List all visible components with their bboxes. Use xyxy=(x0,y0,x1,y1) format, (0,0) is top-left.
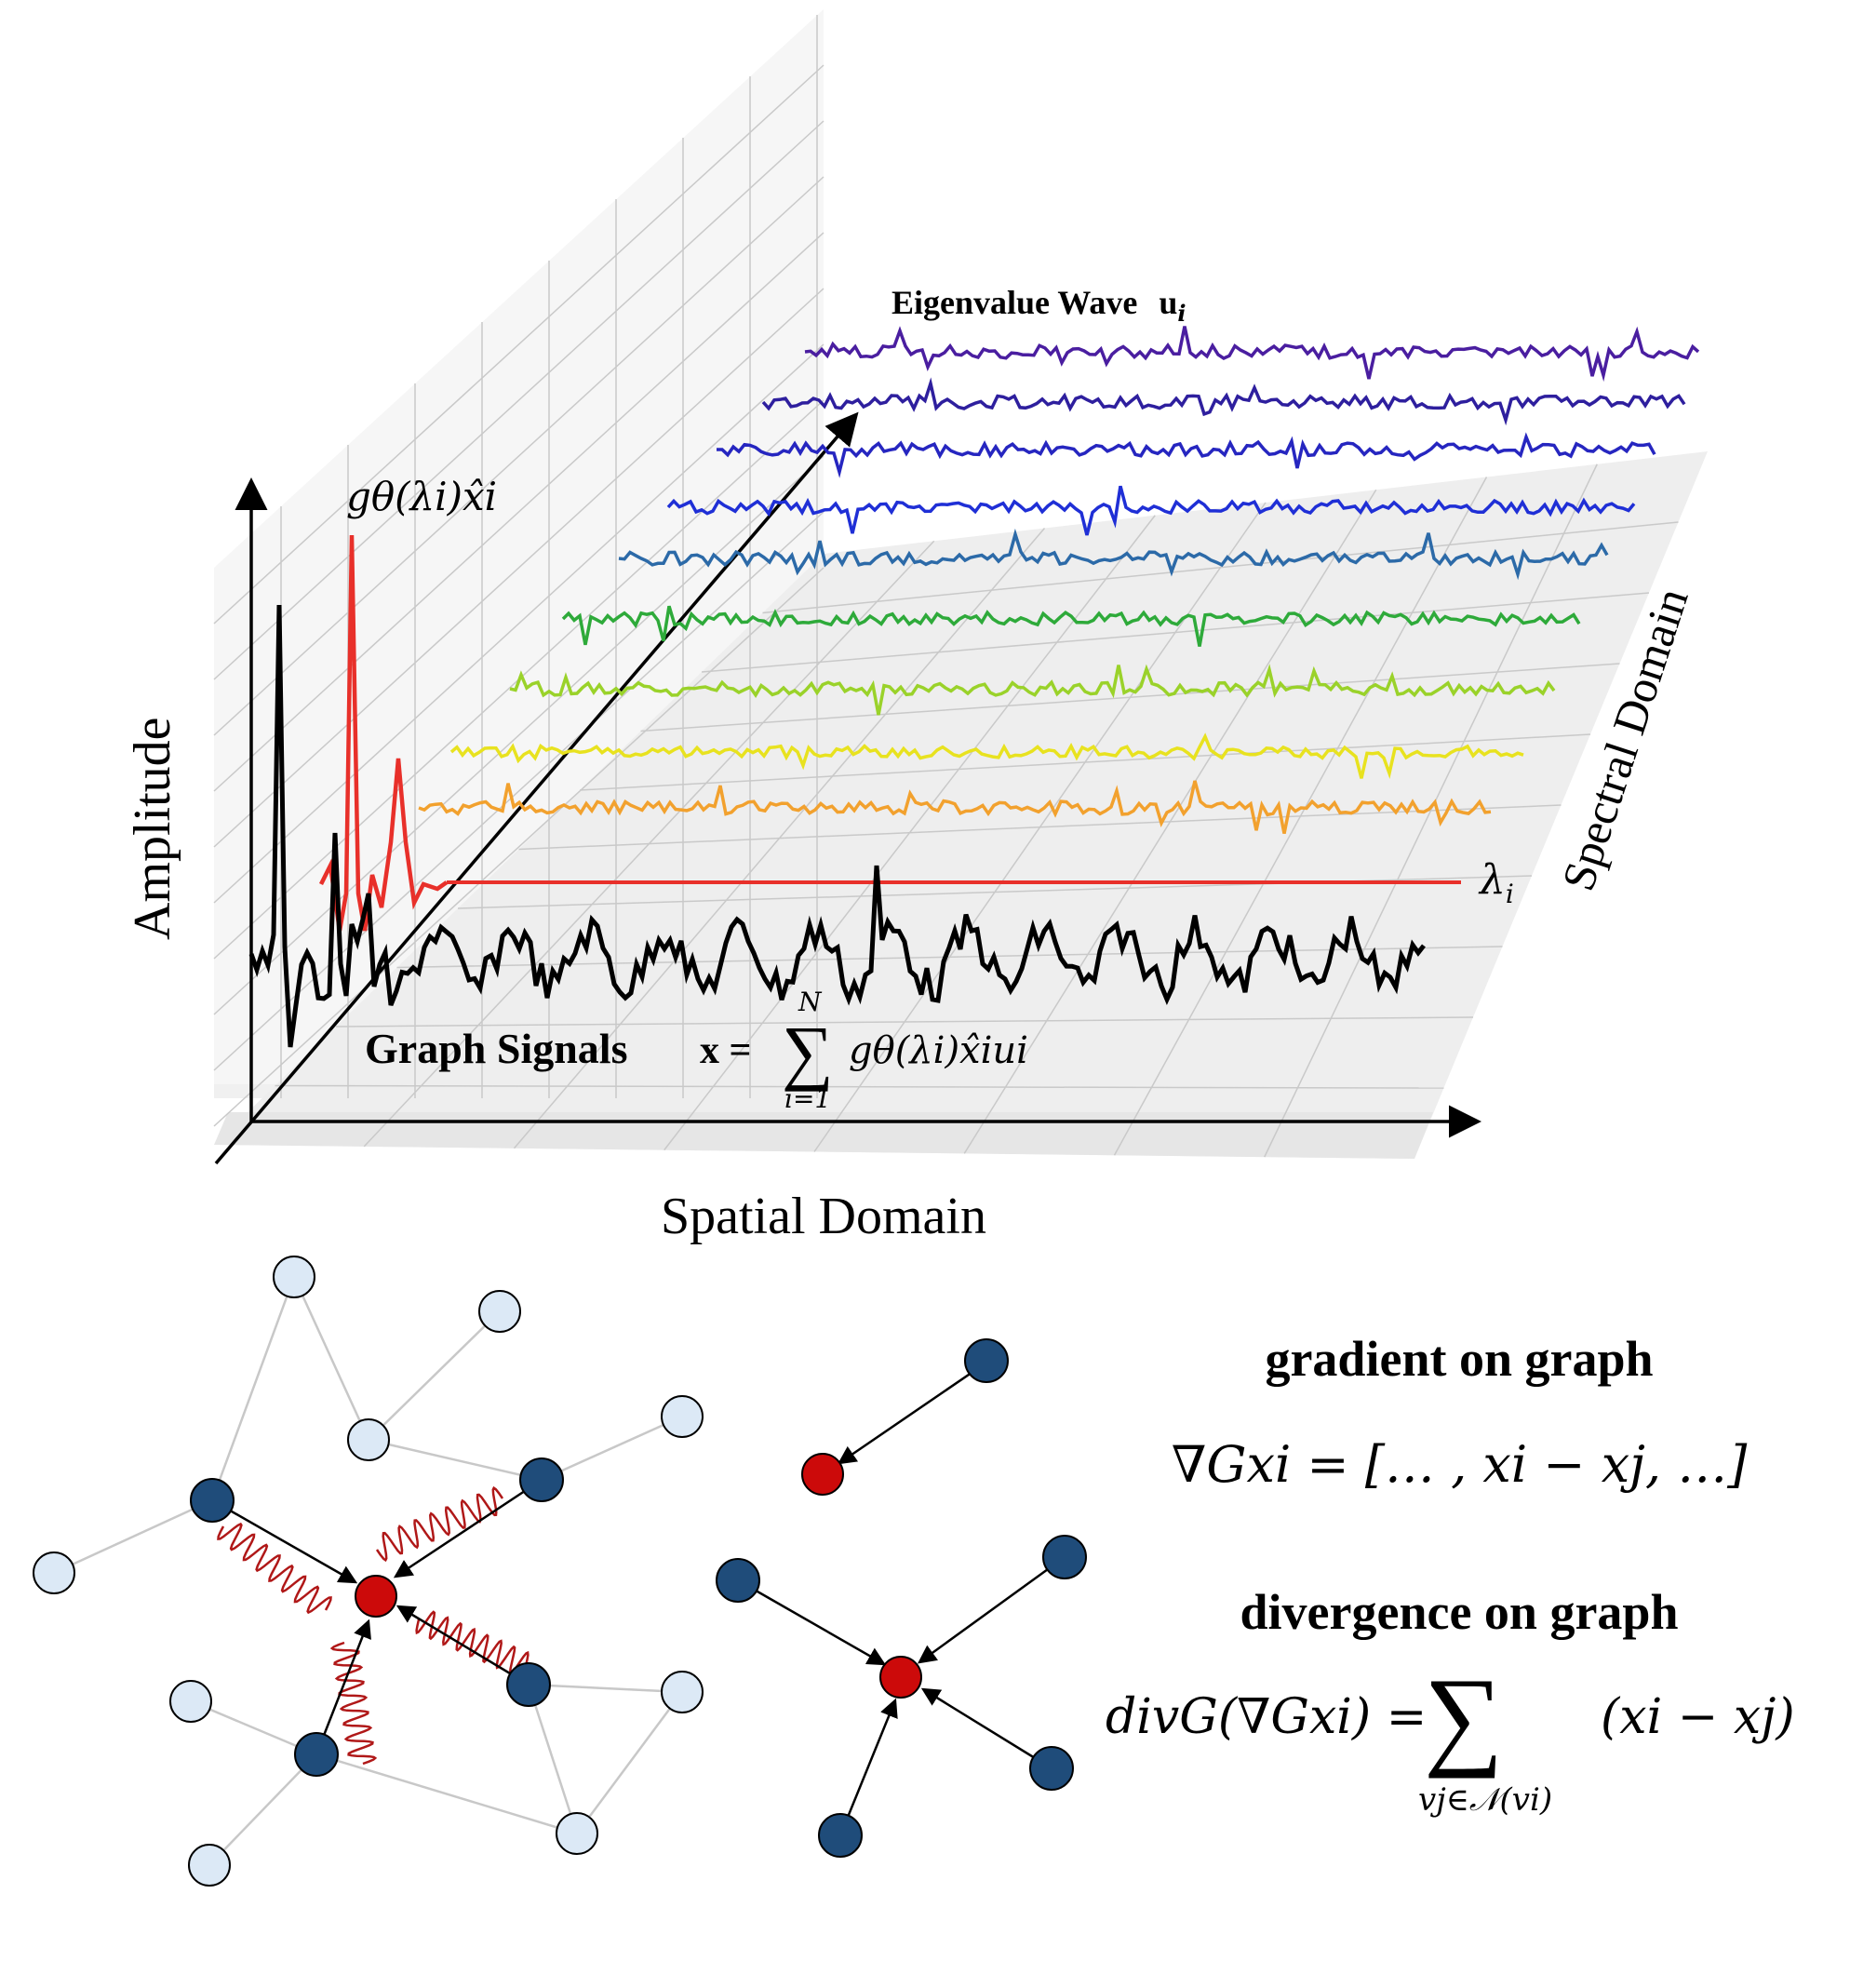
lambda-subscript: i xyxy=(1506,879,1514,909)
node-dark xyxy=(716,1558,760,1603)
eigenvalue-wave-label: Eigenvalue Wave ui xyxy=(891,284,1186,327)
node-light xyxy=(188,1844,231,1887)
grid-line xyxy=(213,64,824,625)
eigenvalue-wave-line xyxy=(561,605,1581,647)
node-dark xyxy=(1029,1746,1074,1791)
grid-line xyxy=(213,120,824,680)
node-light xyxy=(478,1290,521,1333)
node-dark xyxy=(519,1457,564,1502)
signal-wiggle xyxy=(329,1641,378,1766)
grid-line xyxy=(213,176,824,736)
spectral-axis xyxy=(214,411,859,1165)
graph-network-left xyxy=(33,1256,704,1887)
grid-line xyxy=(213,288,824,848)
node-light xyxy=(169,1680,212,1723)
node-red xyxy=(879,1656,922,1699)
graph-signals-title: Graph Signals xyxy=(365,1025,628,1072)
eigenvalue-wave-line xyxy=(666,485,1636,536)
sum-bottom-limit: i=1 xyxy=(784,1083,831,1114)
node-dark xyxy=(506,1662,551,1707)
grid-line xyxy=(213,455,824,1015)
graph-formula-lhs: x = xyxy=(700,1029,751,1072)
node-dark xyxy=(294,1732,339,1777)
node-dark xyxy=(818,1813,863,1858)
node-dark xyxy=(190,1478,235,1523)
wiggle-lines xyxy=(217,1485,530,1766)
lambda-label: λi xyxy=(1478,856,1514,909)
filtered-spectrum xyxy=(318,534,449,932)
spatial-graph-signal xyxy=(248,604,1426,1048)
eigenvalue-wave-line xyxy=(761,377,1686,426)
grid-line xyxy=(1264,463,1598,1158)
eigenvalue-wave-line xyxy=(804,326,1700,383)
eigenvalue-wave-line xyxy=(509,664,1556,716)
eigen-u-symbol: u xyxy=(1159,284,1177,321)
signal-wiggle xyxy=(415,1610,530,1675)
divergence-sum-subscript: vj∈𝒩(vi) xyxy=(1418,1781,1552,1819)
divergence-lhs: divG(∇Gxi) = xyxy=(1106,1689,1427,1745)
directed-edges xyxy=(211,1478,543,1755)
eigen-u-subscript: i xyxy=(1177,300,1186,327)
grid-line xyxy=(363,540,935,1148)
sum-top-limit: N xyxy=(798,987,823,1017)
eigenvalue-waves xyxy=(418,326,1700,834)
floor-plane xyxy=(214,451,1708,1159)
node-light xyxy=(33,1551,75,1594)
divergence-diagram xyxy=(716,1535,1087,1858)
sum-symbol: ∑ xyxy=(782,1011,834,1092)
node-light xyxy=(273,1256,315,1298)
eigenvalue-wave-line xyxy=(717,432,1656,478)
signal-wiggle xyxy=(217,1522,332,1615)
node-center-red xyxy=(355,1575,397,1618)
node-light xyxy=(556,1812,598,1855)
grid-line xyxy=(664,515,1156,1151)
node-red xyxy=(801,1453,844,1496)
divergence-title: divergence on graph xyxy=(1240,1584,1679,1640)
spatial-domain-label: Spatial Domain xyxy=(661,1188,986,1245)
amplitude-label: Amplitude xyxy=(124,717,181,940)
axes xyxy=(214,411,1481,1165)
eigenvalue-wave-line xyxy=(618,528,1609,581)
graph-signals-formula: Graph Signals x = ∑ N i=1 gθ(λi)x̂iui xyxy=(365,987,1028,1114)
gradient-diagram xyxy=(801,1338,1009,1496)
grid-line xyxy=(1113,477,1488,1156)
node-dark xyxy=(1042,1535,1087,1579)
grid-line xyxy=(813,502,1267,1152)
gradient-formula: ∇Gxi = [… , xi − xj, …] xyxy=(1172,1435,1749,1494)
node-light xyxy=(347,1418,390,1461)
node-dark xyxy=(964,1338,1009,1383)
grid-line xyxy=(213,567,824,1127)
grid-line xyxy=(513,528,1046,1149)
divergence-rhs: (xi − xj) xyxy=(1601,1689,1795,1745)
node-light xyxy=(661,1671,704,1713)
grid-line xyxy=(213,343,824,904)
eigenvalue-wave-line xyxy=(449,732,1524,780)
gradient-title: gradient on graph xyxy=(1265,1331,1653,1387)
grid-line xyxy=(213,232,824,792)
node-light xyxy=(661,1395,704,1438)
light-edges xyxy=(53,1276,684,1866)
grid-line xyxy=(963,489,1377,1154)
signal-wiggle xyxy=(375,1485,504,1563)
filter-formula: gθ(λi)x̂i xyxy=(346,474,497,519)
lambda-symbol: λ xyxy=(1478,856,1506,904)
nodes-left xyxy=(33,1256,704,1887)
eigenvalue-wave-text: Eigenvalue Wave xyxy=(891,284,1137,321)
graph-formula-rhs: gθ(λi)x̂iui xyxy=(849,1029,1028,1072)
eigenvalue-wave-line xyxy=(418,780,1492,834)
divergence-sum-symbol: ∑ xyxy=(1424,1655,1504,1779)
